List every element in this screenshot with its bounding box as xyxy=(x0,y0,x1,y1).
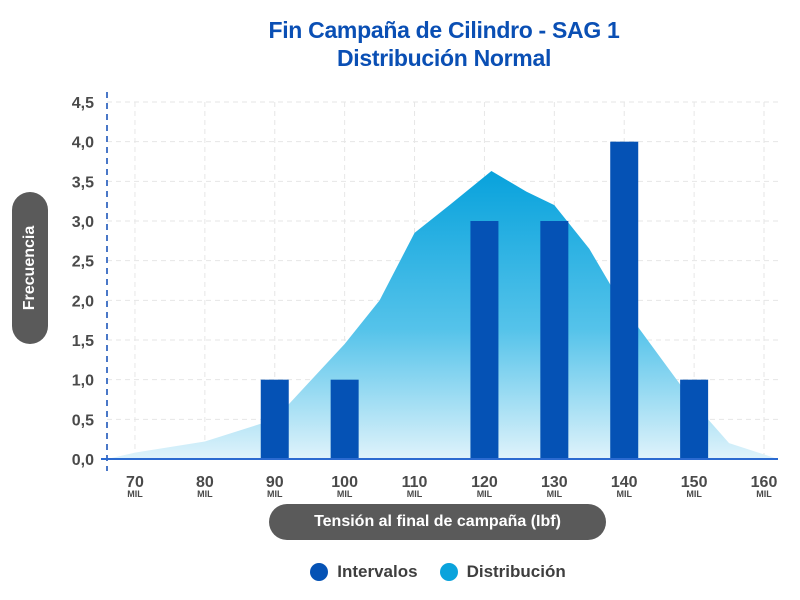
x-tick-label: 160 xyxy=(751,474,778,491)
y-tick-label: 1,0 xyxy=(72,373,94,390)
x-tick-unit: MIL xyxy=(616,489,632,499)
y-tick-label: 4,5 xyxy=(72,95,94,112)
x-tick-label: 110 xyxy=(402,474,428,491)
legend-item-intervalos: Intervalos xyxy=(310,562,418,582)
y-tick-label: 3,0 xyxy=(72,214,94,231)
bar-intervalos xyxy=(260,379,289,459)
bar-intervalos xyxy=(680,379,709,459)
x-tick-unit: MIL xyxy=(686,489,702,499)
x-tick-label: 130 xyxy=(541,474,568,491)
legend: Intervalos Distribución xyxy=(0,562,800,582)
y-tick-label: 1,5 xyxy=(72,333,94,350)
bar-intervalos xyxy=(470,221,499,459)
legend-swatch-distribucion xyxy=(439,563,458,581)
x-axis-label-text: Tensión al final de campaña (Ibf) xyxy=(314,513,561,530)
x-tick-label: 150 xyxy=(681,474,708,491)
chart-title: Fin Campaña de Cilindro - SAG 1 Distribu… xyxy=(0,16,800,72)
bar-intervalos xyxy=(540,221,569,459)
y-tick-label: 3,5 xyxy=(72,174,94,191)
x-tick-unit: MIL xyxy=(267,489,283,499)
legend-label-distribucion: Distribución xyxy=(466,562,566,581)
x-tick-unit: MIL xyxy=(337,489,353,499)
distribution-area xyxy=(107,171,778,459)
chart-title-line-1: Fin Campaña de Cilindro - SAG 1 xyxy=(268,17,620,43)
x-tick-unit: MIL xyxy=(127,489,143,499)
y-axis-label: Frecuencia xyxy=(12,192,48,344)
x-tick-unit: MIL xyxy=(197,489,213,499)
x-axis-label: Tensión al final de campaña (Ibf) xyxy=(269,504,606,540)
legend-label-intervalos: Intervalos xyxy=(337,562,418,581)
y-tick-label: 2,0 xyxy=(72,293,94,310)
y-tick-label: 0,5 xyxy=(72,412,94,429)
chart-title-line-2: Distribución Normal xyxy=(336,45,552,71)
x-tick-unit: MIL xyxy=(407,489,423,499)
x-tick-label: 70 xyxy=(126,474,144,491)
x-tick-unit: MIL xyxy=(756,489,772,499)
legend-item-distribucion: Distribución xyxy=(439,562,566,582)
y-tick-label: 2,5 xyxy=(72,254,94,271)
y-axis-label-text: Frecuencia xyxy=(21,225,39,311)
x-tick-label: 90 xyxy=(266,474,284,491)
bar-intervalos xyxy=(610,141,639,459)
legend-swatch-intervalos xyxy=(310,563,329,581)
x-tick-label: 100 xyxy=(331,474,358,491)
bar-intervalos xyxy=(330,379,359,459)
x-tick-label: 140 xyxy=(611,474,638,491)
x-tick-label: 120 xyxy=(471,474,498,491)
x-tick-label: 80 xyxy=(196,474,214,491)
y-tick-label: 0,0 xyxy=(72,452,94,469)
x-tick-unit: MIL xyxy=(477,489,493,499)
y-tick-label: 4,0 xyxy=(72,135,94,152)
x-tick-unit: MIL xyxy=(547,489,563,499)
